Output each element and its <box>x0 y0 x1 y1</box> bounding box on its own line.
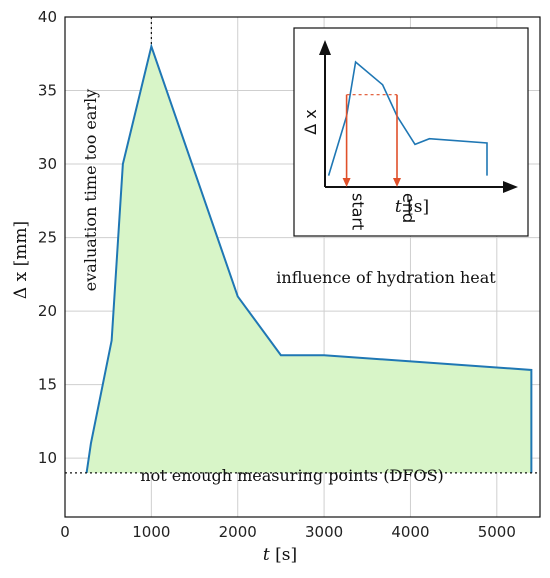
inset-x-label: t [s] <box>395 197 429 217</box>
x-axis-label: t [s] <box>263 545 297 565</box>
x-tick-label: 1000 <box>132 523 170 541</box>
y-tick-label: 25 <box>38 229 57 247</box>
x-tick-label: 4000 <box>391 523 429 541</box>
y-tick-label: 10 <box>38 449 57 467</box>
inset-y-arrowhead <box>319 40 331 55</box>
y-axis-label: Δ x [mm] <box>11 221 31 299</box>
y-tick-labels: 10 15 20 25 30 35 40 <box>38 8 57 467</box>
y-tick-label: 30 <box>38 155 57 173</box>
annotation-dfos: not enough measuring points (DFOS) <box>140 466 443 485</box>
inset-start-arrowhead <box>342 178 351 187</box>
plot-frame <box>64 16 541 518</box>
y-tick-label: 35 <box>38 82 57 100</box>
area-fill <box>86 46 532 473</box>
inset-frame <box>293 27 529 237</box>
x-tick-labels: 0 1000 2000 3000 4000 5000 <box>60 523 516 541</box>
x-tick-label: 3000 <box>305 523 343 541</box>
inset-start-label: start <box>349 193 368 230</box>
x-tick-label: 0 <box>60 523 70 541</box>
x-tick-label: 5000 <box>478 523 516 541</box>
inset-end-label: end <box>399 193 418 223</box>
inset-y-label: Δ x <box>301 109 320 135</box>
annotation-hydration-heat: influence of hydration heat <box>276 268 496 287</box>
inset-chart: Δ x start end t [s] <box>293 27 529 237</box>
y-tick-label: 15 <box>38 376 57 394</box>
inset-end-arrowhead <box>393 178 401 187</box>
annotation-evaluation-time-too-early: evaluation time too early <box>81 89 100 291</box>
inset-x-arrowhead <box>503 181 518 193</box>
data-line <box>85 42 533 474</box>
y-tick-label: 20 <box>38 302 57 320</box>
y-tick-label: 40 <box>38 8 57 26</box>
x-tick-label: 2000 <box>219 523 257 541</box>
